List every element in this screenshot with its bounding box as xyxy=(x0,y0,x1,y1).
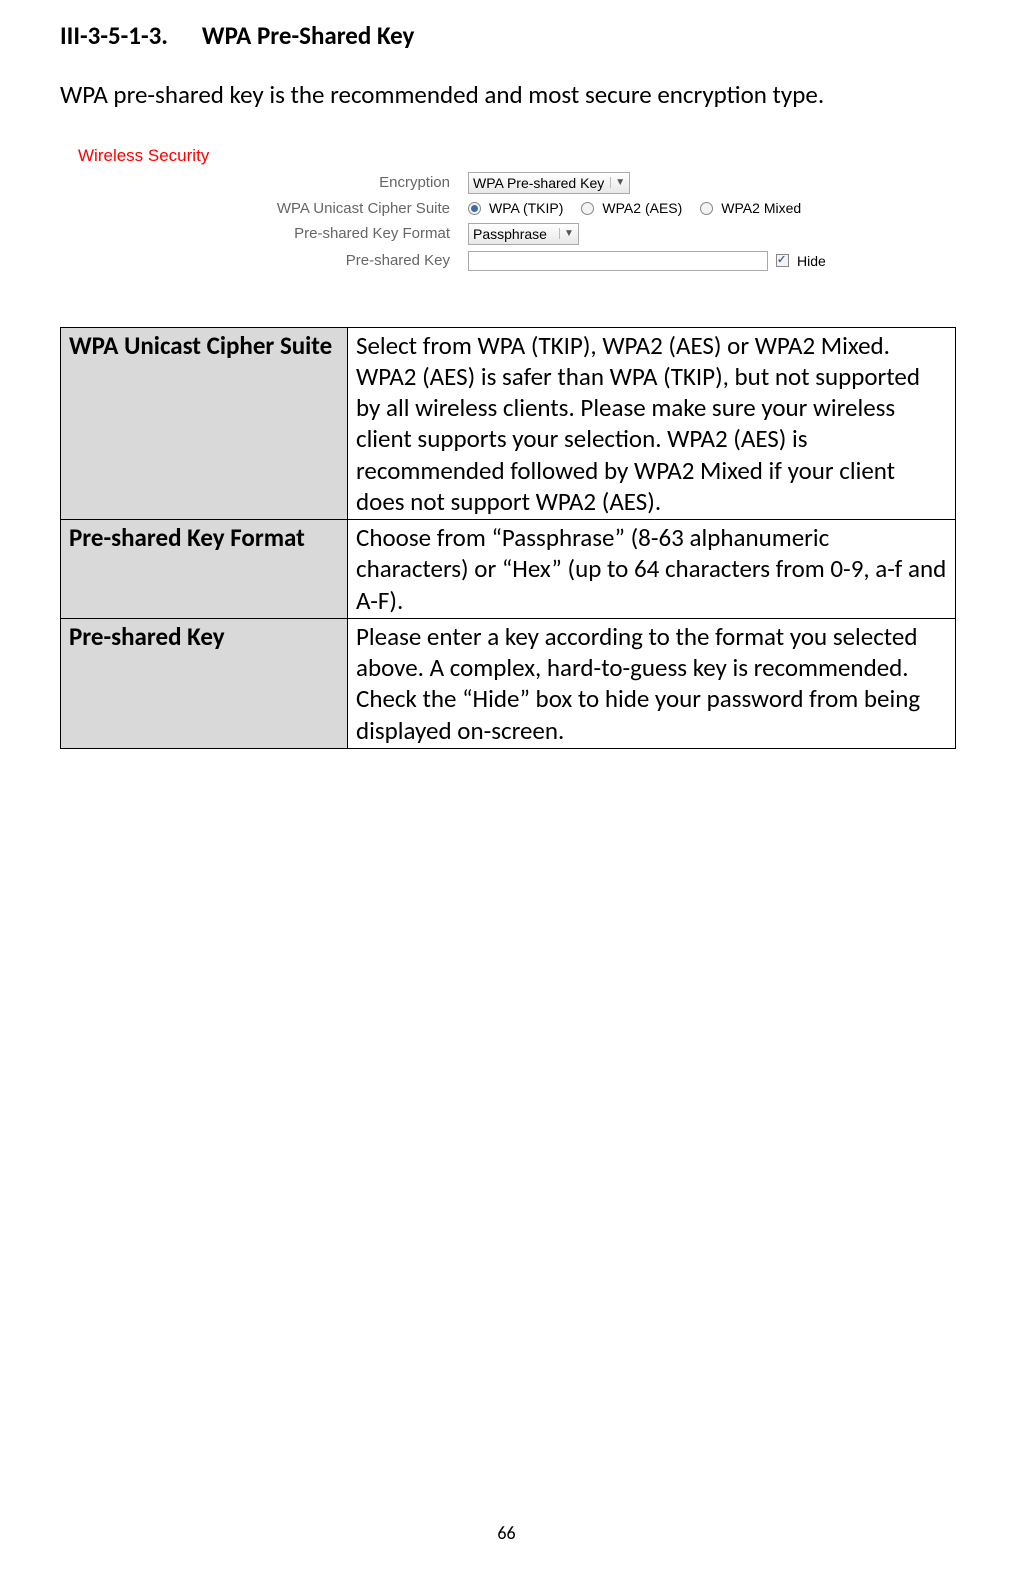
page-number: 66 xyxy=(0,1522,1013,1544)
wireless-security-panel: Wireless Security Encryption WPA Pre-sha… xyxy=(70,140,940,291)
panel-title: Wireless Security xyxy=(78,146,940,166)
encryption-row: Encryption WPA Pre-shared Key ▼ xyxy=(70,172,940,194)
heading-number: III-3-5-1-3. xyxy=(60,20,168,51)
psk-input[interactable] xyxy=(468,251,768,271)
table-row: WPA Unicast Cipher Suite Select from WPA… xyxy=(61,327,956,520)
psk-format-select[interactable]: Passphrase ▼ xyxy=(468,223,579,245)
table-row: Pre-shared Key Please enter a key accord… xyxy=(61,618,956,748)
psk-label: Pre-shared Key xyxy=(70,252,468,269)
encryption-select[interactable]: WPA Pre-shared Key ▼ xyxy=(468,172,630,194)
cipher-suite-row: WPA Unicast Cipher Suite WPA (TKIP) WPA2… xyxy=(70,200,940,217)
chevron-down-icon: ▼ xyxy=(559,228,574,239)
hide-checkbox[interactable] xyxy=(776,254,789,267)
heading-title: WPA Pre-Shared Key xyxy=(202,20,414,51)
cipher-suite-label: WPA Unicast Cipher Suite xyxy=(70,200,468,217)
row-value: Select from WPA (TKIP), WPA2 (AES) or WP… xyxy=(348,327,956,520)
row-label: Pre-shared Key xyxy=(61,618,348,748)
hide-checkbox-label: Hide xyxy=(797,253,826,269)
psk-format-select-value: Passphrase xyxy=(473,226,553,242)
row-label: Pre-shared Key Format xyxy=(61,520,348,619)
radio-wpa2-mixed[interactable] xyxy=(700,202,713,215)
encryption-label: Encryption xyxy=(70,174,468,191)
chevron-down-icon: ▼ xyxy=(610,177,625,188)
intro-paragraph: WPA pre-shared key is the recommended an… xyxy=(60,79,953,112)
section-heading: III-3-5-1-3. WPA Pre-Shared Key xyxy=(60,20,953,51)
encryption-select-value: WPA Pre-shared Key xyxy=(473,175,604,191)
radio-wpa2-aes-label: WPA2 (AES) xyxy=(602,200,682,216)
psk-format-label: Pre-shared Key Format xyxy=(70,225,468,242)
psk-row: Pre-shared Key Hide xyxy=(70,251,940,271)
row-label: WPA Unicast Cipher Suite xyxy=(61,327,348,520)
radio-wpa-tkip[interactable] xyxy=(468,202,481,215)
radio-wpa2-mixed-label: WPA2 Mixed xyxy=(721,200,801,216)
psk-format-row: Pre-shared Key Format Passphrase ▼ xyxy=(70,223,940,245)
radio-wpa2-aes[interactable] xyxy=(581,202,594,215)
definitions-table: WPA Unicast Cipher Suite Select from WPA… xyxy=(60,327,956,749)
row-value: Choose from “Passphrase” (8-63 alphanume… xyxy=(348,520,956,619)
radio-wpa-tkip-label: WPA (TKIP) xyxy=(489,200,563,216)
row-value: Please enter a key according to the form… xyxy=(348,618,956,748)
table-row: Pre-shared Key Format Choose from “Passp… xyxy=(61,520,956,619)
